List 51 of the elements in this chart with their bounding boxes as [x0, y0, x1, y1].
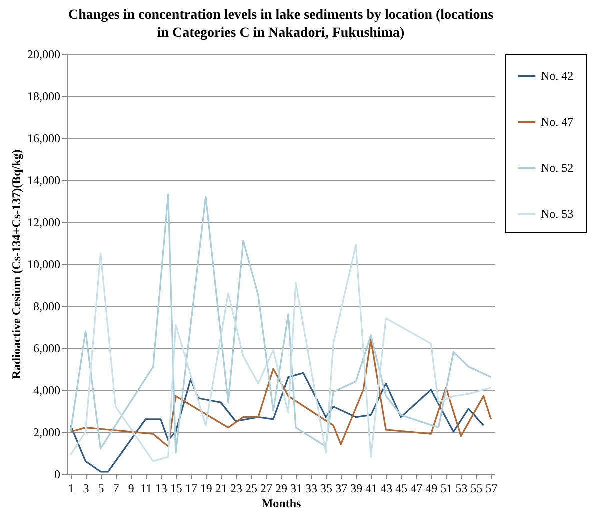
x-tick-label: 33 [306, 482, 318, 496]
y-tick-label: 16,000 [28, 132, 60, 146]
line-series [70, 194, 492, 454]
x-tick-label: 5 [98, 482, 104, 496]
x-tick-label: 31 [290, 482, 303, 496]
x-tick-label: 49 [426, 482, 438, 496]
y-tick-label: 8,000 [34, 300, 60, 314]
x-tick-label: 45 [396, 482, 408, 496]
y-tick-label: 18,000 [28, 90, 60, 104]
line-series [70, 372, 485, 473]
x-tick-label: 47 [410, 482, 423, 496]
y-tick-label: 0 [54, 468, 60, 482]
legend-label: No. 53 [541, 207, 574, 221]
x-tick-label: 15 [170, 482, 182, 496]
x-tick-label: 51 [440, 482, 453, 496]
legend-label: No. 52 [541, 161, 574, 175]
line-series [70, 338, 492, 448]
x-tick-label: 11 [140, 482, 152, 496]
y-tick-label: 6,000 [34, 342, 60, 356]
x-tick-label: 35 [320, 482, 333, 496]
x-axis-title: Months [262, 496, 302, 510]
y-tick-label: 10,000 [28, 258, 60, 272]
x-tick-label: 41 [366, 482, 378, 496]
x-tick-label: 21 [215, 482, 228, 496]
x-tick-label: 19 [200, 482, 212, 496]
x-tick-label: 7 [113, 482, 120, 496]
chart-title: Changes in concentration levels in lake sediments by location (locations in Categories C in Nakadori, Fukushima) [68, 8, 494, 41]
x-tick-label: 43 [380, 482, 393, 496]
y-tick-label: 4,000 [34, 384, 60, 398]
x-tick-label: 53 [456, 482, 468, 496]
x-tick-label: 23 [230, 482, 242, 496]
y-tick-label: 2,000 [34, 426, 60, 440]
x-tick-label: 39 [350, 482, 363, 496]
y-tick-label: 12,000 [28, 216, 60, 230]
x-tick-label: 25 [245, 482, 258, 496]
y-axis-title: Radioactive Cesium (Cs-134+Cs-137)(Bq/kg) [10, 150, 24, 380]
x-tick-label: 57 [486, 482, 498, 496]
x-tick-label: 27 [260, 482, 272, 496]
legend-label: No. 42 [541, 69, 574, 83]
x-tick-label: 29 [276, 482, 288, 496]
legend-label: No. 47 [541, 115, 574, 129]
x-tick-label: 13 [155, 482, 168, 496]
y-tick-label: 20,000 [28, 48, 60, 62]
x-tick-label: 37 [336, 482, 348, 496]
line-series [70, 244, 492, 462]
x-tick-label: 55 [470, 482, 483, 496]
x-tick-label: 3 [83, 482, 90, 496]
x-tick-label: 9 [128, 482, 134, 496]
x-tick-label: 17 [185, 482, 198, 496]
x-tick-label: 1 [68, 482, 74, 496]
y-tick-label: 14,000 [28, 174, 60, 188]
